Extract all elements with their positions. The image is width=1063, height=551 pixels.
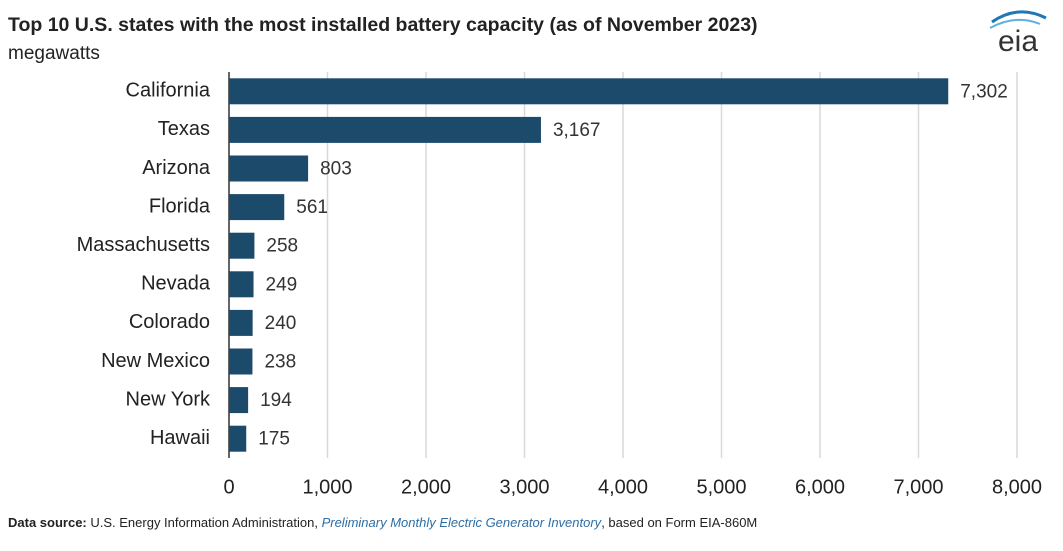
x-tick-label: 2,000: [401, 476, 451, 498]
x-tick-label: 6,000: [795, 476, 845, 498]
y-tick-label: New Mexico: [101, 350, 210, 372]
bar: [229, 387, 249, 414]
value-label: 3,167: [553, 120, 601, 141]
logo-text: eia: [998, 25, 1038, 58]
bar: [229, 116, 541, 143]
bar: [229, 78, 949, 105]
y-tick-label: Colorado: [129, 311, 210, 333]
value-label: 7,302: [960, 81, 1008, 102]
y-tick-label: Florida: [149, 195, 211, 217]
logo: eia: [989, 10, 1047, 58]
bar: [229, 155, 309, 182]
bar: [229, 194, 285, 221]
y-tick-label: Texas: [158, 118, 210, 140]
value-label: 238: [264, 352, 296, 373]
value-label: 240: [265, 313, 297, 334]
value-label: 249: [266, 274, 298, 295]
chart-title: Top 10 U.S. states with the most install…: [8, 14, 758, 36]
bar: [229, 348, 253, 375]
x-tick-label: 0: [223, 476, 234, 498]
x-tick-label: 8,000: [992, 476, 1042, 498]
y-tick-label: Hawaii: [150, 427, 210, 449]
x-tick-label: 3,000: [499, 476, 549, 498]
source-text: , based on Form EIA-860M: [601, 515, 757, 530]
source: Data source: U.S. Energy Information Adm…: [8, 515, 757, 530]
x-tick-label: 1,000: [302, 476, 352, 498]
source-link: Preliminary Monthly Electric Generator I…: [322, 515, 603, 530]
x-tick-label: 5,000: [696, 476, 746, 498]
source-text: U.S. Energy Information Administration,: [87, 515, 322, 530]
chart-subtitle: megawatts: [8, 43, 100, 64]
value-label: 175: [258, 429, 290, 450]
plot: California 7,302 Texas 3,167 Arizona 803 Flori…: [77, 78, 1008, 452]
source-label: Data source:: [8, 515, 87, 530]
y-tick-label: California: [126, 80, 211, 102]
x-tick-label: 7,000: [893, 476, 943, 498]
value-label: 258: [266, 236, 298, 257]
logo-arc: [989, 18, 1041, 29]
bar: [229, 425, 247, 452]
logo-arc: [991, 10, 1047, 24]
value-label: 561: [296, 197, 328, 218]
bar: [229, 232, 255, 259]
value-label: 194: [260, 390, 292, 411]
bar: [229, 309, 253, 336]
y-tick-label: New York: [126, 388, 211, 410]
value-label: 803: [320, 159, 352, 180]
y-tick-label: Nevada: [141, 273, 211, 295]
bar: [229, 271, 254, 298]
y-tick-label: Massachusetts: [77, 234, 210, 256]
x-tick-label: 4,000: [598, 476, 648, 498]
y-tick-label: Arizona: [142, 157, 211, 179]
